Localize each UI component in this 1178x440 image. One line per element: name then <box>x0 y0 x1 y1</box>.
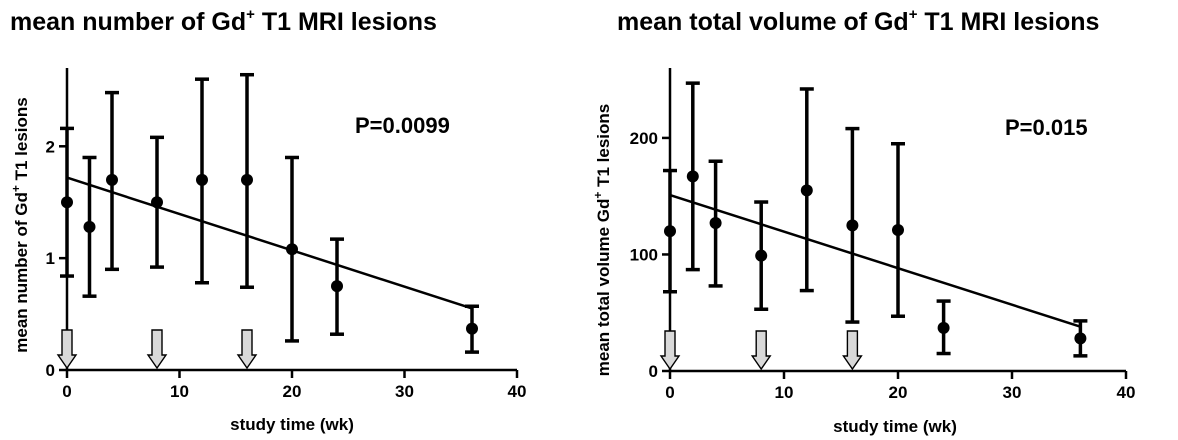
data-point <box>1074 332 1087 345</box>
data-point <box>196 173 208 186</box>
data-point <box>466 322 478 335</box>
regression-line <box>669 193 1081 328</box>
y-tick-label: 200 <box>630 129 658 148</box>
data-point <box>664 225 676 238</box>
x-axis-label: study time (wk) <box>833 417 957 436</box>
data-point <box>709 216 722 229</box>
x-tick-label: 10 <box>775 383 794 402</box>
y-axis-label: mean number of Gd+ T1 lesions <box>9 97 31 352</box>
chart-panel-lesion-count: mean number of Gd+ T1 MRI lesions mean n… <box>9 6 526 434</box>
treatment-arrow-icon <box>146 329 168 370</box>
y-tick-label: 100 <box>630 245 658 264</box>
y-axis-label: mean total volume Gd+ T1 lesions <box>591 104 613 376</box>
regression-line <box>66 176 473 310</box>
y-tick-label: 2 <box>46 137 55 156</box>
x-tick-label: 0 <box>665 383 674 402</box>
treatment-arrow-icon <box>750 330 772 371</box>
x-tick-label: 30 <box>1003 383 1022 402</box>
y-tick-label: 0 <box>649 362 658 381</box>
data-point <box>800 184 813 197</box>
x-tick-label: 0 <box>62 382 71 401</box>
x-tick-label: 30 <box>395 382 414 401</box>
p-value-annotation: P=0.0099 <box>355 113 450 138</box>
data-point <box>241 173 253 186</box>
data-point <box>61 196 73 209</box>
y-tick-label: 1 <box>46 249 55 268</box>
data-point <box>106 173 118 186</box>
data-point <box>892 223 904 236</box>
y-tick-label: 0 <box>46 361 55 380</box>
chart-title: mean total volume of Gd+ T1 MRI lesions <box>617 6 1099 36</box>
data-point <box>686 170 699 183</box>
p-value-annotation: P=0.015 <box>1005 115 1088 140</box>
treatment-arrow-icon <box>56 329 78 370</box>
treatment-arrow-icon <box>659 330 681 371</box>
x-tick-label: 40 <box>508 382 527 401</box>
chart-title: mean number of Gd+ T1 MRI lesions <box>10 6 437 36</box>
data-point <box>331 280 343 293</box>
data-point <box>83 220 96 233</box>
x-axis-label: study time (wk) <box>230 415 354 434</box>
treatment-arrow-icon <box>842 330 863 371</box>
data-point <box>151 196 163 209</box>
plot-area: 0 10 20 30 40 0 100 200 <box>630 68 1136 402</box>
x-tick-label: 20 <box>283 382 302 401</box>
x-tick-label: 10 <box>170 382 189 401</box>
x-tick-label: 20 <box>889 383 908 402</box>
chart-panel-lesion-volume: mean total volume of Gd+ T1 MRI lesions … <box>591 6 1135 436</box>
data-point <box>755 249 768 262</box>
data-point <box>286 243 298 256</box>
data-point <box>937 321 950 334</box>
x-tick-label: 40 <box>1117 383 1136 402</box>
data-point <box>846 219 859 232</box>
plot-area: 0 10 20 30 40 0 1 2 <box>46 68 527 401</box>
treatment-arrow-icon <box>236 329 258 370</box>
